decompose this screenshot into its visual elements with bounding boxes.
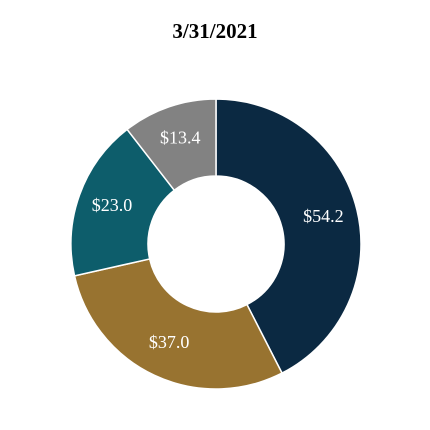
value-label: $37.0: [149, 332, 190, 352]
chart-title: 3/31/2021: [172, 19, 257, 43]
slice: [215, 98, 362, 375]
slice: [126, 98, 217, 192]
value-label: $13.4: [160, 128, 201, 148]
slice: [73, 258, 284, 390]
slice: [70, 128, 176, 277]
value-label: $23.0: [92, 195, 133, 215]
value-label: $54.2: [303, 206, 344, 226]
